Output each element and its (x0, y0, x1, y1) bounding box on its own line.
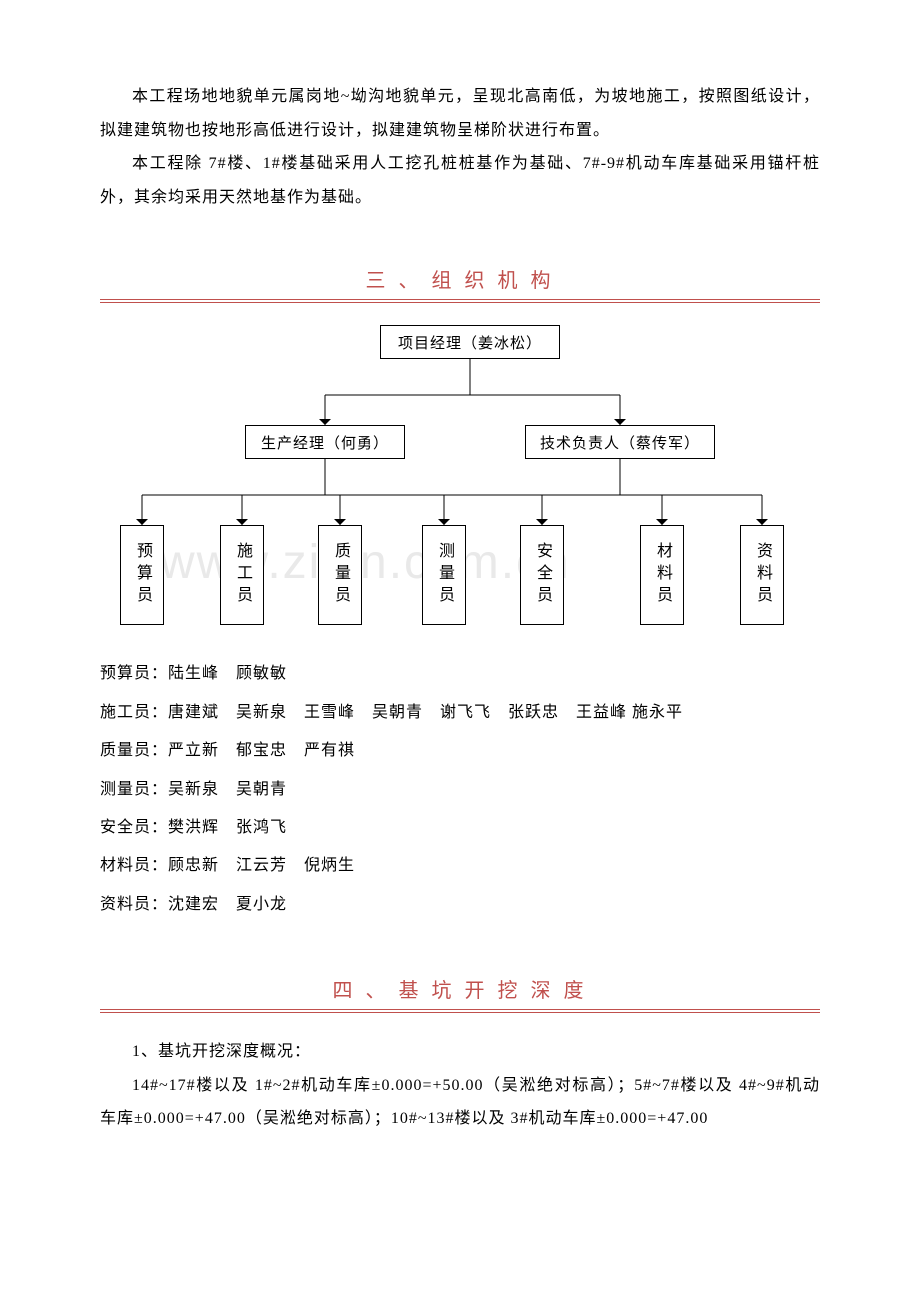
document-page: 本工程场地地貌单元属岗地~坳沟地貌单元，呈现北高南低，为坡地施工，按照图纸设计，… (0, 0, 920, 1196)
section-3-rule (100, 299, 820, 303)
org-leaf-node: 材料员 (640, 525, 684, 625)
staff-list: 预算员：陆生峰 顾敏敏施工员：唐建斌 吴新泉 王雪峰 吴朝青 谢飞飞 张跃忠 王… (100, 655, 820, 924)
depth-paragraph-2: 14#~17#楼以及 1#~2#机动车库±0.000=+50.00（吴淞绝对标高… (100, 1069, 820, 1136)
org-node: 技术负责人（蔡传军） (525, 425, 715, 459)
org-leaf-node: 施工员 (220, 525, 264, 625)
intro-paragraph-2: 本工程除 7#楼、1#楼基础采用人工挖孔桩桩基作为基础、7#-9#机动车库基础采… (100, 147, 820, 214)
staff-row: 质量员：严立新 郁宝忠 严有祺 (100, 732, 820, 770)
section-4-title: 四 、 基 坑 开 挖 深 度 (100, 974, 820, 1003)
org-leaf-node: 安全员 (520, 525, 564, 625)
staff-row: 资料员：沈建宏 夏小龙 (100, 886, 820, 924)
staff-row: 施工员：唐建斌 吴新泉 王雪峰 吴朝青 谢飞飞 张跃忠 王益峰 施永平 (100, 694, 820, 732)
org-node: 项目经理（姜冰松） (380, 325, 560, 359)
section-3-title: 三 、 组 织 机 构 (100, 264, 820, 293)
org-chart: www.zixin.com.cn 项目经理（姜冰松）生产经理（何勇）技术负责人（… (100, 325, 820, 635)
staff-row: 测量员：吴新泉 吴朝青 (100, 771, 820, 809)
org-leaf-node: 资料员 (740, 525, 784, 625)
staff-row: 预算员：陆生峰 顾敏敏 (100, 655, 820, 693)
intro-paragraph-1: 本工程场地地貌单元属岗地~坳沟地貌单元，呈现北高南低，为坡地施工，按照图纸设计，… (100, 80, 820, 147)
org-node: 生产经理（何勇） (245, 425, 405, 459)
org-leaf-node: 质量员 (318, 525, 362, 625)
staff-row: 安全员：樊洪辉 张鸿飞 (100, 809, 820, 847)
staff-row: 材料员：顾忠新 江云芳 倪炳生 (100, 847, 820, 885)
section-4-rule (100, 1009, 820, 1013)
depth-paragraph-1: 1、基坑开挖深度概况： (100, 1035, 820, 1069)
org-leaf-node: 测量员 (422, 525, 466, 625)
org-leaf-node: 预算员 (120, 525, 164, 625)
